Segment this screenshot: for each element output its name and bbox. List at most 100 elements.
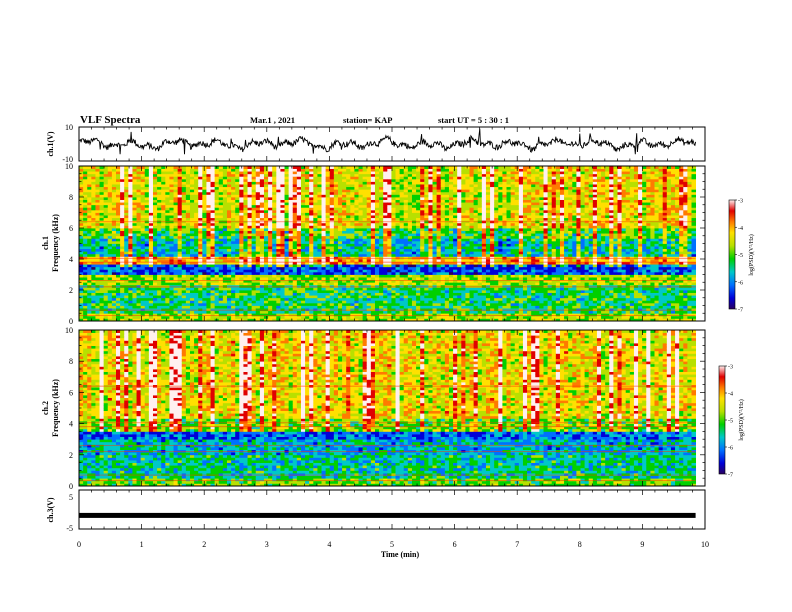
spectrogram-cell — [202, 251, 207, 254]
spectrogram-cell — [95, 207, 100, 210]
spectrogram-cell — [153, 277, 158, 280]
spectrogram-cell — [165, 189, 170, 192]
spectrogram-cell — [108, 282, 113, 285]
spectrogram-cell — [231, 244, 236, 247]
spectrogram-cell — [108, 290, 113, 293]
spectrogram-cell — [198, 298, 203, 301]
spectrogram-cell — [165, 303, 170, 306]
spectrogram-cell — [202, 306, 207, 309]
spectrogram-cell — [165, 282, 170, 285]
spectrogram-cell — [120, 272, 125, 275]
spectrogram-cell — [149, 218, 154, 221]
spectrogram-cell — [227, 293, 232, 296]
spectrogram-cell — [112, 231, 117, 234]
spectrogram-cell — [206, 192, 211, 195]
spectrogram-cell — [112, 269, 117, 272]
spectrogram-cell — [104, 306, 109, 309]
spectrogram-cell — [87, 192, 92, 195]
spectrogram-cell — [83, 179, 88, 182]
spectrogram-cell — [116, 251, 121, 254]
spectrogram-cell — [174, 251, 179, 254]
spectrogram-cell — [206, 223, 211, 226]
spectrogram-cell — [227, 282, 232, 285]
spectrogram-cell — [112, 277, 117, 280]
spectrogram-cell — [219, 244, 224, 247]
spectrogram-cell — [190, 287, 195, 290]
spectrogram-cell — [202, 280, 207, 283]
spectrogram-cell — [112, 306, 117, 309]
spectrogram-cell — [178, 236, 183, 239]
spectrogram-cell — [120, 311, 125, 314]
spectrogram-cell — [219, 231, 224, 234]
spectrogram-cell — [83, 210, 88, 213]
spectrogram-cell — [169, 316, 174, 319]
spectrogram-cell — [231, 197, 236, 200]
spectrogram-cell — [206, 200, 211, 203]
spectrogram-cell — [243, 179, 248, 182]
spectrogram-cell — [198, 300, 203, 303]
spectrogram-cell — [153, 171, 158, 174]
spectrogram-cell — [227, 246, 232, 249]
spectrogram-cell — [145, 285, 150, 288]
spectrogram-cell — [108, 207, 113, 210]
spectrogram-cell — [186, 197, 191, 200]
spectrogram-cell — [194, 272, 199, 275]
spectrogram-cell — [194, 192, 199, 195]
spectrogram-cell — [223, 267, 228, 270]
spectrogram-cell — [211, 249, 216, 252]
spectrogram-cell — [100, 205, 105, 208]
spectrogram-cell — [116, 182, 121, 185]
spectrogram-cell — [239, 182, 244, 185]
spectrogram-cell — [100, 236, 105, 239]
spectrogram-cell — [104, 259, 109, 262]
spectrogram-cell — [100, 272, 105, 275]
spectrogram-cell — [149, 269, 154, 272]
spectrogram-cell — [137, 285, 142, 288]
spectrogram-cell — [186, 205, 191, 208]
spectrogram-cell — [239, 287, 244, 290]
spectrogram-cell — [87, 182, 92, 185]
spectrogram-cell — [157, 194, 162, 197]
spectrogram-cell — [219, 197, 224, 200]
spectrogram-cell — [239, 207, 244, 210]
spectrogram-cell — [186, 275, 191, 278]
spectrogram-cell — [120, 233, 125, 236]
spectrogram-cell — [206, 171, 211, 174]
spectrogram-cell — [227, 179, 232, 182]
spectrogram-cell — [239, 194, 244, 197]
spectrogram-cell — [141, 259, 146, 262]
spectrogram-cell — [116, 246, 121, 249]
spectrogram-cell — [91, 280, 96, 283]
spectrogram-cell — [219, 223, 224, 226]
spectrogram-cell — [132, 316, 137, 319]
spectrogram-cell — [239, 233, 244, 236]
spectrogram-cell — [239, 272, 244, 275]
spectrogram-cell — [174, 179, 179, 182]
spectrogram-cell — [235, 280, 240, 283]
spectrogram-cell — [206, 275, 211, 278]
spectrogram-cell — [239, 264, 244, 267]
spectrogram-cell — [79, 182, 84, 185]
spectrogram-cell — [104, 251, 109, 254]
spectrogram-cell — [104, 267, 109, 270]
spectrogram-cell — [83, 197, 88, 200]
spectrogram-cell — [186, 300, 191, 303]
spectrogram-cell — [219, 182, 224, 185]
spectrogram-cell — [153, 231, 158, 234]
spectrogram-cell — [239, 236, 244, 239]
spectrogram-cell — [157, 254, 162, 257]
spectrogram-cell — [211, 316, 216, 319]
spectrogram-cell — [215, 233, 220, 236]
spectrogram-cell — [206, 246, 211, 249]
spectrogram-cell — [223, 246, 228, 249]
spectrogram-cell — [206, 169, 211, 172]
spectrogram-cell — [202, 311, 207, 314]
spectrogram-cell — [194, 228, 199, 231]
spectrogram-cell — [79, 176, 84, 179]
spectrogram-cell — [104, 207, 109, 210]
spectrogram-cell — [157, 300, 162, 303]
spectrogram-cell — [100, 238, 105, 241]
spectrogram-cell — [248, 264, 253, 267]
spectrogram-cell — [104, 272, 109, 275]
spectrogram-cell — [235, 179, 240, 182]
